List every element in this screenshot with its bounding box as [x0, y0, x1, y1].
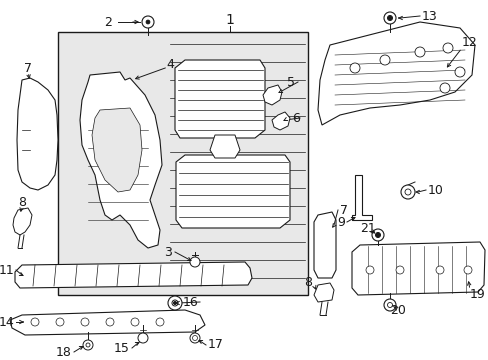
Circle shape — [156, 318, 163, 326]
Circle shape — [131, 318, 139, 326]
Polygon shape — [209, 135, 240, 158]
Circle shape — [463, 266, 471, 274]
Text: 18: 18 — [56, 346, 72, 359]
Polygon shape — [317, 22, 474, 125]
Circle shape — [400, 185, 414, 199]
Polygon shape — [80, 72, 162, 248]
Circle shape — [106, 318, 114, 326]
Text: 3: 3 — [164, 246, 172, 258]
Circle shape — [83, 340, 93, 350]
Text: 8: 8 — [304, 275, 311, 288]
Text: 12: 12 — [461, 36, 477, 49]
Text: 2: 2 — [104, 15, 112, 28]
Circle shape — [365, 266, 373, 274]
Circle shape — [442, 43, 452, 53]
Polygon shape — [271, 112, 289, 130]
Bar — [58, 32, 307, 295]
Polygon shape — [13, 208, 32, 235]
Circle shape — [190, 257, 200, 267]
Text: 10: 10 — [427, 184, 443, 197]
Polygon shape — [15, 262, 251, 288]
Circle shape — [386, 302, 392, 307]
Circle shape — [414, 47, 424, 57]
Circle shape — [146, 20, 150, 24]
Polygon shape — [351, 175, 371, 220]
Circle shape — [192, 336, 197, 341]
Circle shape — [395, 266, 403, 274]
Text: 7: 7 — [24, 62, 32, 75]
Polygon shape — [351, 242, 484, 295]
Circle shape — [454, 67, 464, 77]
Circle shape — [31, 318, 39, 326]
Circle shape — [172, 300, 178, 306]
Circle shape — [371, 229, 383, 241]
Text: 9: 9 — [336, 216, 345, 229]
Text: 19: 19 — [469, 288, 485, 302]
Text: 16: 16 — [182, 296, 198, 309]
Polygon shape — [175, 60, 264, 138]
Polygon shape — [313, 212, 335, 278]
Circle shape — [86, 343, 90, 347]
Circle shape — [439, 83, 449, 93]
Text: 21: 21 — [359, 221, 375, 234]
Circle shape — [190, 333, 200, 343]
Circle shape — [383, 299, 395, 311]
Text: 15: 15 — [114, 342, 130, 355]
Circle shape — [56, 318, 64, 326]
Circle shape — [404, 189, 410, 195]
Polygon shape — [17, 78, 58, 190]
Text: 7: 7 — [339, 203, 347, 216]
Polygon shape — [313, 283, 333, 302]
Circle shape — [168, 296, 182, 310]
Text: 8: 8 — [18, 195, 26, 208]
Text: 11: 11 — [0, 264, 14, 276]
Circle shape — [173, 302, 176, 305]
Text: 20: 20 — [389, 303, 405, 316]
Polygon shape — [92, 108, 142, 192]
Circle shape — [435, 266, 443, 274]
Text: 17: 17 — [207, 338, 224, 351]
Polygon shape — [263, 85, 282, 105]
Circle shape — [138, 333, 148, 343]
Circle shape — [379, 55, 389, 65]
Circle shape — [142, 16, 154, 28]
Circle shape — [375, 233, 380, 238]
Text: 6: 6 — [291, 112, 299, 125]
Text: 4: 4 — [166, 58, 174, 72]
Circle shape — [386, 15, 392, 21]
Polygon shape — [10, 310, 204, 335]
Circle shape — [81, 318, 89, 326]
Polygon shape — [176, 155, 289, 228]
Text: 14: 14 — [0, 315, 14, 328]
Circle shape — [349, 63, 359, 73]
Text: 1: 1 — [225, 13, 234, 27]
Circle shape — [383, 12, 395, 24]
Text: 13: 13 — [421, 9, 437, 22]
Text: 5: 5 — [286, 76, 294, 89]
